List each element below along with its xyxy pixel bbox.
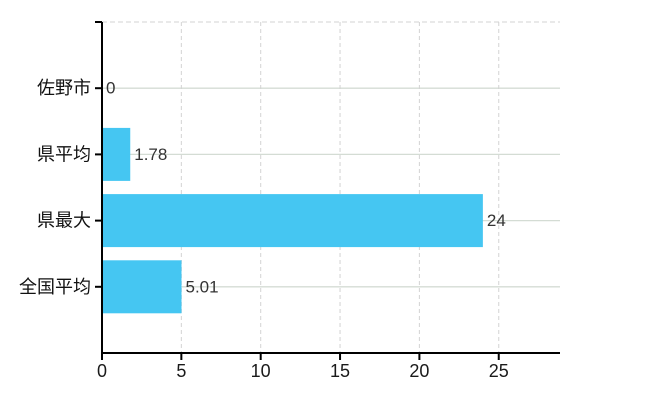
bar [102,260,182,314]
bar-value-label: 0 [106,79,115,98]
category-label: 佐野市 [37,78,91,98]
bar-value-label: 24 [487,211,506,230]
bar [102,194,483,248]
category-label: 県平均 [37,144,91,164]
x-tick-label: 25 [489,361,509,381]
bar [102,127,131,181]
x-tick-label: 15 [330,361,350,381]
x-tick-label: 0 [97,361,107,381]
bar-value-label: 5.01 [186,277,219,296]
x-tick-label: 5 [176,361,186,381]
x-tick-label: 10 [251,361,271,381]
category-label: 県最大 [37,211,91,231]
bar-value-label: 1.78 [134,145,167,164]
x-tick-label: 20 [409,361,429,381]
category-label: 全国平均 [19,277,91,297]
